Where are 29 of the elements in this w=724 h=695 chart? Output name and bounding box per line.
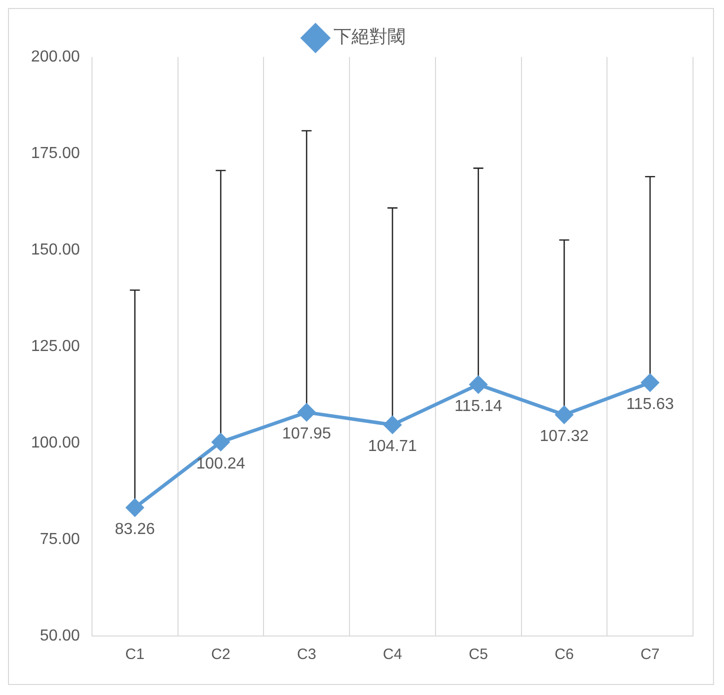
data-label: 107.95	[282, 426, 332, 443]
data-label: 115.63	[626, 396, 674, 414]
data-label: 100.24	[196, 455, 246, 472]
point	[298, 404, 316, 422]
y-tick-label: 75.00	[40, 530, 80, 548]
data-label: 107.32	[540, 428, 589, 446]
y-tick-label: 50.00	[40, 627, 80, 644]
point	[555, 406, 573, 424]
point	[212, 433, 230, 451]
y-tick-label: 125.00	[31, 338, 80, 355]
x-tick-label: C2	[211, 646, 230, 664]
y-tick-label: 200.00	[31, 48, 80, 66]
x-tick-label: C5	[468, 646, 488, 664]
y-tick-label: 175.00	[31, 144, 80, 162]
point	[641, 374, 659, 392]
x-tick-label: C3	[297, 646, 316, 664]
x-tick-label: C7	[640, 646, 660, 664]
x-tick-label: C4	[382, 646, 402, 664]
point	[470, 376, 488, 394]
x-tick-label: C1	[125, 646, 144, 664]
data-label: 115.14	[454, 398, 502, 415]
point	[126, 498, 144, 516]
y-tick-label: 100.00	[31, 434, 80, 452]
y-tick-label: 150.00	[31, 241, 80, 258]
data-label: 104.71	[368, 438, 418, 456]
point	[384, 416, 402, 434]
legend-label: 下絕對閾	[334, 26, 406, 48]
data-label: 83.26	[114, 521, 155, 538]
x-tick-label: C6	[554, 646, 574, 664]
